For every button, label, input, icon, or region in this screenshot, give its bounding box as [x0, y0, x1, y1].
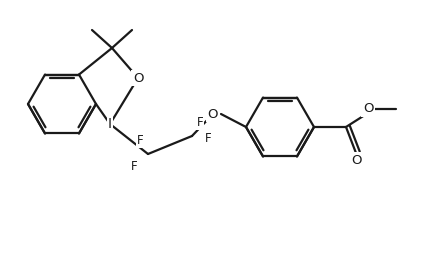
Text: O: O: [351, 153, 361, 166]
Text: O: O: [363, 103, 373, 116]
Text: O: O: [133, 72, 143, 85]
Text: F: F: [197, 116, 203, 128]
Text: F: F: [137, 134, 143, 147]
Text: F: F: [205, 131, 211, 144]
Text: O: O: [208, 107, 218, 120]
Text: I: I: [108, 117, 112, 131]
Text: F: F: [131, 159, 137, 172]
